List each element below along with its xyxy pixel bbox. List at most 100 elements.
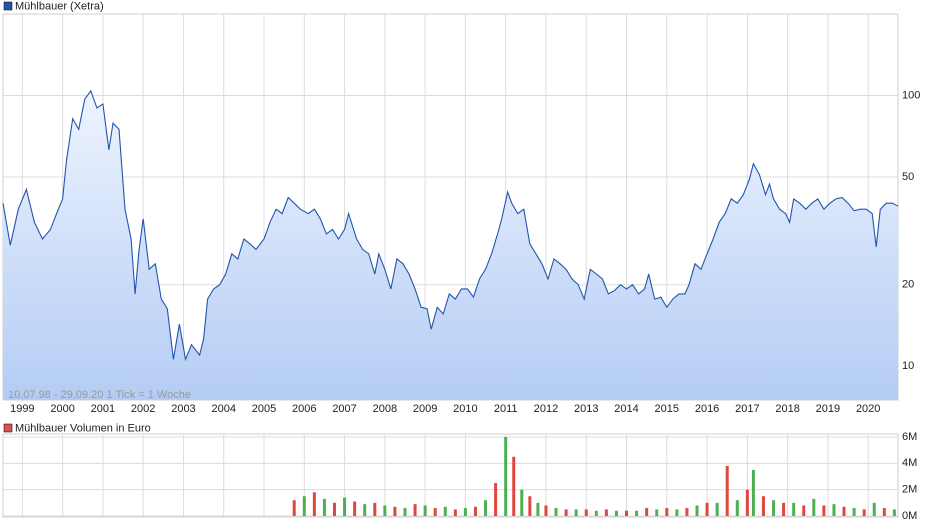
y-tick-label: 100 bbox=[902, 89, 920, 101]
y-tick-label: 10 bbox=[902, 360, 914, 372]
y-tick-label: 4M bbox=[902, 457, 917, 469]
volume-bar bbox=[822, 505, 826, 516]
volume-bar bbox=[635, 510, 639, 516]
volume-bar bbox=[645, 508, 649, 516]
volume-bar bbox=[751, 469, 755, 516]
price-line bbox=[2, 89, 899, 362]
volume-bar bbox=[852, 508, 856, 516]
x-tick-label: 2005 bbox=[252, 403, 276, 415]
volume-bar bbox=[655, 509, 659, 516]
volume-bar bbox=[443, 506, 447, 516]
x-tick-label: 2011 bbox=[494, 403, 518, 415]
legend-label: Mühlbauer (Xetra) bbox=[15, 0, 104, 12]
volume-bar bbox=[584, 509, 588, 516]
volume-bar bbox=[772, 500, 776, 516]
volume-bar bbox=[725, 465, 729, 516]
volume-bar bbox=[745, 489, 749, 516]
x-tick-label: 2008 bbox=[373, 403, 397, 415]
volume-bar bbox=[735, 500, 739, 516]
volume-bar bbox=[484, 500, 488, 516]
volume-bar bbox=[423, 505, 427, 516]
volume-bar bbox=[312, 492, 316, 516]
volume-bar bbox=[862, 509, 866, 516]
volume-plot-frame bbox=[2, 433, 899, 518]
x-tick-label: 2000 bbox=[50, 403, 74, 415]
volume-bar bbox=[520, 489, 524, 516]
volume-bar bbox=[528, 496, 532, 516]
volume-bar bbox=[473, 506, 477, 516]
x-tick-label: 2019 bbox=[816, 403, 840, 415]
volume-bar bbox=[554, 508, 558, 516]
legend-label: Mühlbauer Volumen in Euro bbox=[15, 422, 151, 434]
y-tick-label: 6M bbox=[902, 431, 917, 443]
volume-bar bbox=[705, 502, 709, 516]
volume-bar bbox=[882, 508, 886, 516]
volume-bar bbox=[343, 497, 347, 516]
x-tick-label: 2006 bbox=[292, 403, 316, 415]
volume-bar bbox=[403, 508, 407, 516]
legend-swatch bbox=[3, 423, 13, 433]
price-area bbox=[3, 90, 898, 401]
volume-bar bbox=[594, 510, 598, 516]
volume-bar bbox=[332, 502, 336, 516]
volume-bar bbox=[665, 508, 669, 516]
volume-bar bbox=[832, 504, 836, 516]
x-tick-label: 2007 bbox=[332, 403, 356, 415]
volume-bar bbox=[544, 505, 548, 516]
volume-bar bbox=[842, 506, 846, 516]
volume-bar bbox=[494, 483, 498, 516]
volume-bar bbox=[715, 502, 719, 516]
volume-bar bbox=[802, 505, 806, 516]
volume-bar bbox=[512, 456, 516, 516]
x-tick-label: 2002 bbox=[131, 403, 155, 415]
legend-swatch bbox=[3, 1, 13, 11]
y-tick-label: 20 bbox=[902, 279, 914, 291]
volume-bar bbox=[373, 502, 377, 516]
x-tick-label: 2020 bbox=[856, 403, 880, 415]
volume-bar bbox=[792, 502, 796, 516]
x-tick-label: 2004 bbox=[211, 403, 235, 415]
x-tick-label: 2014 bbox=[614, 403, 638, 415]
volume-bar bbox=[536, 502, 540, 516]
y-tick-label: 0M bbox=[902, 510, 917, 522]
volume-bar bbox=[812, 498, 816, 516]
x-tick-label: 2013 bbox=[574, 403, 598, 415]
volume-bar bbox=[614, 510, 618, 516]
x-tick-label: 2016 bbox=[695, 403, 719, 415]
volume-bar bbox=[564, 509, 568, 516]
volume-bar bbox=[604, 509, 608, 516]
y-tick-label: 2M bbox=[902, 484, 917, 496]
x-tick-label: 2012 bbox=[534, 403, 558, 415]
x-tick-label: 2001 bbox=[91, 403, 115, 415]
x-tick-label: 1999 bbox=[10, 403, 34, 415]
x-tick-label: 2017 bbox=[735, 403, 759, 415]
volume-bar bbox=[675, 509, 679, 516]
volume-bar bbox=[782, 502, 786, 516]
volume-bar bbox=[322, 498, 326, 516]
volume-bar bbox=[892, 509, 896, 516]
y-tick-label: 50 bbox=[902, 171, 914, 183]
volume-bar bbox=[685, 508, 689, 516]
x-tick-label: 2018 bbox=[775, 403, 799, 415]
volume-bar bbox=[353, 501, 357, 516]
volume-bar bbox=[393, 506, 397, 516]
x-tick-label: 2003 bbox=[171, 403, 195, 415]
volume-bar bbox=[872, 502, 876, 516]
volume-bar bbox=[453, 509, 457, 516]
x-tick-label: 2009 bbox=[413, 403, 437, 415]
volume-bar bbox=[302, 496, 306, 516]
x-tick-label: 2015 bbox=[655, 403, 679, 415]
volume-bar bbox=[574, 509, 578, 516]
volume-bar bbox=[695, 505, 699, 516]
volume-bar bbox=[433, 508, 437, 516]
volume-bar bbox=[504, 437, 508, 516]
x-tick-label: 2010 bbox=[453, 403, 477, 415]
volume-bar bbox=[625, 510, 629, 516]
volume-bar bbox=[761, 496, 765, 516]
volume-bar bbox=[463, 508, 467, 516]
volume-bar bbox=[363, 504, 367, 516]
volume-bar bbox=[292, 500, 296, 516]
volume-bar bbox=[413, 504, 417, 516]
volume-bar bbox=[383, 505, 387, 516]
